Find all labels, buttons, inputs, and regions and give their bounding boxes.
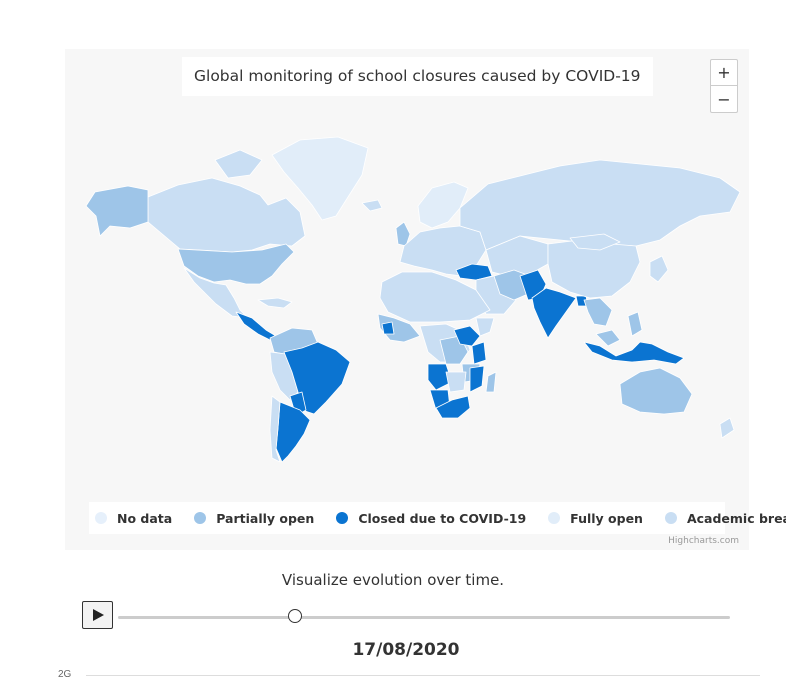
map-legend: No data Partially open Closed due to COV… [89,502,786,534]
region-mozambique [469,365,485,393]
region-caribbean [257,297,293,309]
footer-label: 2G [58,669,72,680]
legend-dot-icon [664,512,677,524]
map-title: Global monitoring of school closures cau… [182,57,653,96]
legend-dot-icon [95,512,107,524]
legend-item-fully-open[interactable]: Fully open [548,511,643,526]
region-australia [619,367,693,415]
legend-label: Fully open [570,510,643,526]
region-mexico [183,267,249,319]
legend-item-closed[interactable]: Closed due to COVID-19 [336,511,526,526]
region-uk [395,221,411,247]
region-iceland [361,199,383,212]
region-angola [427,363,453,391]
region-greenland [271,136,369,221]
legend-item-partially-open[interactable]: Partially open [194,511,314,526]
region-central-america [235,311,277,341]
region-malaysia [595,329,621,347]
legend-label: Closed due to COVID-19 [358,510,527,526]
play-icon [92,609,104,621]
region-usa [177,243,295,285]
region-north-africa [379,271,491,323]
world-map[interactable] [65,49,749,550]
current-date: 17/08/2020 [352,640,460,660]
legend-label: Academic break [686,510,786,526]
region-south-africa [435,395,471,419]
region-ivory-coast [381,321,395,335]
region-chile [269,395,281,463]
timeline-slider-thumb[interactable] [288,609,303,623]
zoom-out-button[interactable]: − [710,86,738,113]
region-horn [475,317,495,337]
legend-item-academic-break[interactable]: Academic break [664,510,786,526]
region-indonesia [583,341,685,365]
timeline-slider-track[interactable] [118,616,730,619]
region-mongolia [569,233,621,251]
region-philippines [627,311,643,337]
map-panel: Global monitoring of school closures cau… [65,49,786,550]
legend-label: No data [117,510,173,526]
region-canada [147,177,306,253]
legend-dot-icon [194,512,207,524]
region-central-asia [485,235,549,277]
region-madagascar [485,371,497,393]
timeline-caption: Visualize evolution over time. [281,571,505,589]
region-arctic-islands [214,149,263,179]
region-west-africa [377,313,421,343]
legend-item-no-data[interactable]: No data [95,511,172,526]
region-zambia [445,371,467,393]
play-button[interactable] [82,601,113,629]
region-turkey [455,263,493,281]
region-india [531,287,577,339]
region-new-zealand [719,417,735,439]
region-ethiopia [453,325,481,347]
legend-dot-icon [548,512,561,524]
zoom-in-button[interactable]: + [710,59,738,86]
legend-dot-icon [336,512,349,524]
footer-divider [86,675,760,676]
region-alaska [85,185,149,237]
legend-label: Partially open [216,510,315,526]
credits-link[interactable]: Highcharts.com [668,536,739,546]
region-se-asia-mainland [583,297,613,327]
region-kenya [471,341,487,365]
region-japan [649,255,669,283]
